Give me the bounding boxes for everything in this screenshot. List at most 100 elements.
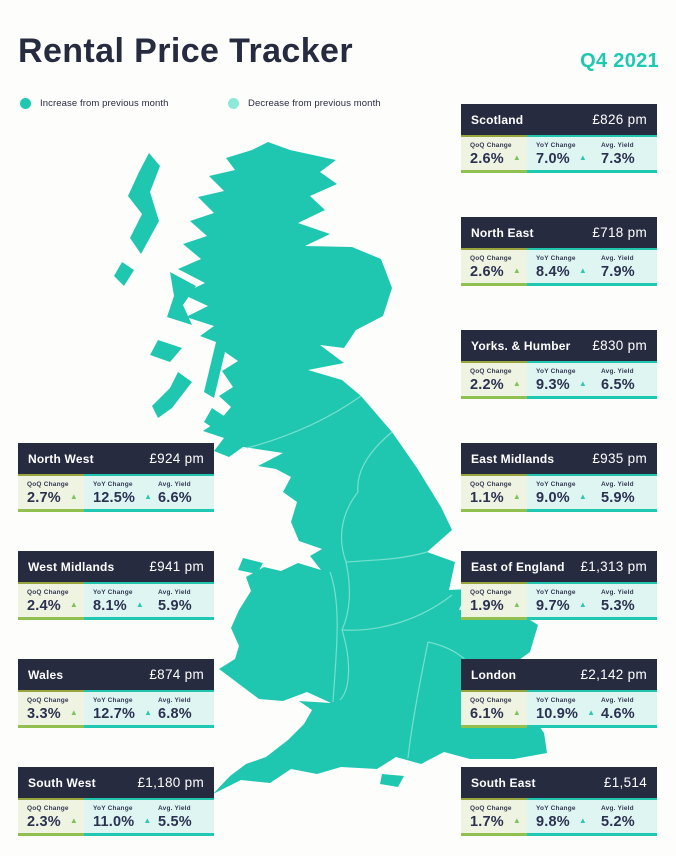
yield-label: Avg. Yield [158, 589, 191, 596]
teal-stats: YoY Change 12.7% ▲ Avg. Yield 6.8% [84, 690, 214, 728]
card-body: QoQ Change 2.2% ▲ YoY Change 9.3% ▲ Avg. Y… [461, 361, 657, 399]
yoy-value: 7.0% [536, 151, 570, 167]
teal-stats: YoY Change 12.5% ▲ Avg. Yield 6.6% [84, 474, 214, 512]
qoq-value: 1.9% [470, 598, 504, 614]
yield-stat: Avg. Yield 7.3% [592, 137, 657, 170]
yoy-value: 12.5% [93, 490, 136, 506]
region-card-east-of-england: East of England £1,313 pm QoQ Change 1.9… [461, 551, 657, 620]
region-card-south-west: South West £1,180 pm QoQ Change 2.3% ▲ Yo… [18, 767, 214, 836]
region-name: South West [28, 775, 96, 790]
card-header: South East £1,514 [461, 767, 657, 798]
yield-value: 6.5% [601, 377, 635, 393]
teal-stats: YoY Change 11.0% ▲ Avg. Yield 5.5% [84, 798, 214, 836]
up-triangle-icon: ▲ [512, 153, 521, 162]
up-triangle-icon: ▲ [512, 492, 521, 501]
qoq-stat: QoQ Change 1.9% ▲ [461, 582, 527, 620]
qoq-label: QoQ Change [27, 697, 69, 704]
page-title: Rental Price Tracker [18, 32, 353, 70]
region-name: North West [28, 451, 94, 466]
up-triangle-icon: ▲ [69, 708, 78, 717]
yield-value: 5.2% [601, 814, 635, 830]
yoy-value: 9.8% [536, 814, 570, 830]
period-badge: Q4 2021 [580, 50, 659, 72]
region-price: £1,514 [603, 775, 647, 790]
yoy-value: 9.3% [536, 377, 570, 393]
qoq-stat: QoQ Change 2.4% ▲ [18, 582, 84, 620]
qoq-label: QoQ Change [27, 805, 69, 812]
teal-stats: YoY Change 9.8% ▲ Avg. Yield 5.2% [527, 798, 657, 836]
qoq-stat: QoQ Change 2.6% ▲ [461, 248, 527, 286]
qoq-value: 2.3% [27, 814, 61, 830]
qoq-label: QoQ Change [470, 697, 512, 704]
legend: Increase from previous month Decrease fr… [0, 98, 676, 118]
region-card-south-east: South East £1,514 QoQ Change 1.7% ▲ YoY C… [461, 767, 657, 836]
card-header: East Midlands £935 pm [461, 443, 657, 474]
yield-label: Avg. Yield [601, 697, 634, 704]
yield-value: 5.9% [601, 490, 635, 506]
yoy-stat: YoY Change 9.3% ▲ [527, 363, 592, 396]
region-name: West Midlands [28, 559, 115, 574]
up-triangle-icon: ▲ [143, 816, 152, 825]
yield-label: Avg. Yield [158, 697, 191, 704]
increase-dot-icon [20, 98, 31, 109]
yield-value: 7.3% [601, 151, 635, 167]
yoy-value: 8.1% [93, 598, 127, 614]
qoq-value: 2.6% [470, 264, 504, 280]
yoy-value: 12.7% [93, 706, 136, 722]
region-name: Yorks. & Humber [471, 338, 571, 353]
teal-stats: YoY Change 9.3% ▲ Avg. Yield 6.5% [527, 361, 657, 399]
card-body: QoQ Change 2.4% ▲ YoY Change 8.1% ▲ Avg. Y… [18, 582, 214, 620]
yield-value: 7.9% [601, 264, 635, 280]
qoq-stat: QoQ Change 2.2% ▲ [461, 361, 527, 399]
card-body: QoQ Change 2.3% ▲ YoY Change 11.0% ▲ Avg. … [18, 798, 214, 836]
card-body: QoQ Change 2.6% ▲ YoY Change 7.0% ▲ Avg. Y… [461, 135, 657, 173]
card-body: QoQ Change 2.6% ▲ YoY Change 8.4% ▲ Avg. Y… [461, 248, 657, 286]
yoy-label: YoY Change [536, 368, 576, 375]
yoy-value: 10.9% [536, 706, 579, 722]
card-header: Wales £874 pm [18, 659, 214, 690]
yield-stat: Avg. Yield 5.9% [592, 476, 657, 509]
card-body: QoQ Change 6.1% ▲ YoY Change 10.9% ▲ Avg. … [461, 690, 657, 728]
region-price: £935 pm [592, 451, 647, 466]
yield-label: Avg. Yield [158, 481, 191, 488]
up-triangle-icon: ▲ [512, 600, 521, 609]
yield-stat: Avg. Yield 6.5% [592, 363, 657, 396]
region-card-east-midlands: East Midlands £935 pm QoQ Change 1.1% ▲ Y… [461, 443, 657, 512]
yoy-stat: YoY Change 10.9% ▲ [527, 692, 596, 725]
region-price: £874 pm [149, 667, 204, 682]
qoq-label: QoQ Change [470, 255, 512, 262]
yoy-stat: YoY Change 9.0% ▲ [527, 476, 592, 509]
qoq-label: QoQ Change [27, 481, 69, 488]
yield-stat: Avg. Yield 5.2% [592, 800, 657, 833]
legend-decrease-label: Decrease from previous month [248, 98, 381, 109]
yield-value: 5.5% [158, 814, 192, 830]
yoy-stat: YoY Change 8.1% ▲ [84, 584, 149, 617]
qoq-value: 3.3% [27, 706, 61, 722]
yoy-stat: YoY Change 9.8% ▲ [527, 800, 592, 833]
card-header: West Midlands £941 pm [18, 551, 214, 582]
qoq-label: QoQ Change [470, 142, 512, 149]
up-triangle-icon: ▲ [587, 708, 596, 717]
up-triangle-icon: ▲ [512, 708, 521, 717]
card-body: QoQ Change 1.7% ▲ YoY Change 9.8% ▲ Avg. Y… [461, 798, 657, 836]
yield-stat: Avg. Yield 5.9% [149, 584, 214, 617]
yoy-label: YoY Change [536, 255, 576, 262]
yield-stat: Avg. Yield 7.9% [592, 250, 657, 283]
card-body: QoQ Change 1.1% ▲ YoY Change 9.0% ▲ Avg. Y… [461, 474, 657, 512]
up-triangle-icon: ▲ [144, 492, 153, 501]
region-card-west-midlands: West Midlands £941 pm QoQ Change 2.4% ▲ Y… [18, 551, 214, 620]
hebrides-islands-south [114, 262, 134, 286]
yoy-label: YoY Change [536, 481, 576, 488]
up-triangle-icon: ▲ [69, 492, 78, 501]
region-price: £2,142 pm [580, 667, 647, 682]
skye-island [167, 272, 196, 325]
yield-stat: Avg. Yield 5.5% [149, 800, 214, 833]
qoq-label: QoQ Change [470, 481, 512, 488]
yoy-stat: YoY Change 9.7% ▲ [527, 584, 592, 617]
region-price: £830 pm [592, 338, 647, 353]
yoy-stat: YoY Change 8.4% ▲ [527, 250, 592, 283]
region-card-north-east: North East £718 pm QoQ Change 2.6% ▲ YoY … [461, 217, 657, 286]
region-boundaries [246, 395, 503, 759]
region-name: Wales [28, 667, 64, 682]
